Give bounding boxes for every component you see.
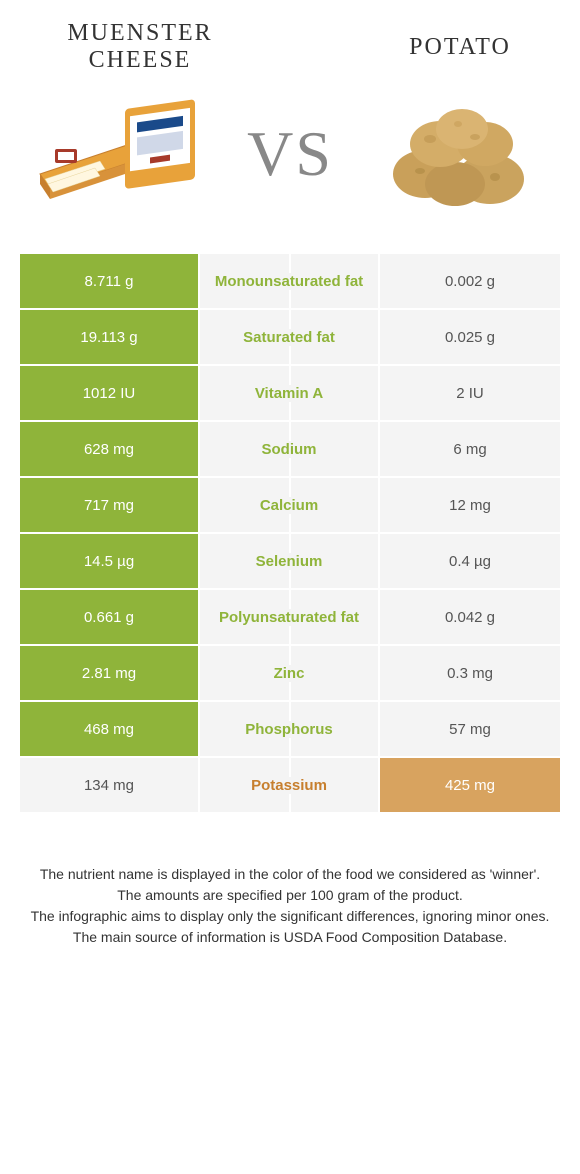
food-right-title: Potato (380, 34, 540, 61)
nutrient-label-text: Potassium (245, 777, 333, 794)
right-value: 57 mg (380, 702, 560, 756)
nutrient-label-text: Saturated fat (237, 329, 341, 346)
footer-line: The infographic aims to display only the… (30, 906, 550, 927)
table-row: 14.5 µg Selenium 0.4 µg (20, 534, 560, 590)
nutrient-label: Polyunsaturated fat (200, 590, 380, 644)
nutrient-label-text: Selenium (250, 553, 329, 570)
nutrient-label: Potassium (200, 758, 380, 812)
table-row: 8.711 g Monounsaturated fat 0.002 g (20, 254, 560, 310)
right-value: 12 mg (380, 478, 560, 532)
left-value: 134 mg (20, 758, 200, 812)
vs-label: VS (247, 117, 333, 191)
nutrient-label-text: Zinc (268, 665, 311, 682)
nutrient-label: Saturated fat (200, 310, 380, 364)
right-value: 6 mg (380, 422, 560, 476)
cheese-image (30, 89, 210, 219)
left-value: 1012 IU (20, 366, 200, 420)
footer-notes: The nutrient name is displayed in the co… (30, 864, 550, 948)
nutrient-label-text: Sodium (256, 441, 323, 458)
table-row: 2.81 mg Zinc 0.3 mg (20, 646, 560, 702)
nutrient-label: Phosphorus (200, 702, 380, 756)
nutrient-label-text: Phosphorus (239, 721, 339, 738)
nutrient-table: 8.711 gMonounsaturated fat0.002 g19.113 … (20, 254, 560, 814)
right-value: 2 IU (380, 366, 560, 420)
left-value: 628 mg (20, 422, 200, 476)
left-value: 2.81 mg (20, 646, 200, 700)
table-row: 628 mg Sodium 6 mg (20, 422, 560, 478)
header: Muenster cheese Potato (0, 0, 580, 84)
left-value: 14.5 µg (20, 534, 200, 588)
potato-image (370, 89, 550, 219)
images-row: VS (0, 84, 580, 244)
nutrient-label-text: Polyunsaturated fat (213, 609, 365, 626)
nutrient-label: Monounsaturated fat (200, 254, 380, 308)
right-value: 0.042 g (380, 590, 560, 644)
nutrient-label: Sodium (200, 422, 380, 476)
table-row: 0.661 g Polyunsaturated fat 0.042 g (20, 590, 560, 646)
potato-icon (370, 89, 550, 219)
food-left-title: Muenster cheese (40, 20, 240, 74)
left-value: 8.711 g (20, 254, 200, 308)
right-value: 0.002 g (380, 254, 560, 308)
footer-line: The amounts are specified per 100 gram o… (30, 885, 550, 906)
left-value: 19.113 g (20, 310, 200, 364)
right-value: 425 mg (380, 758, 560, 812)
left-value: 717 mg (20, 478, 200, 532)
footer-line: The main source of information is USDA F… (30, 927, 550, 948)
table-row: 134 mg Potassium 425 mg (20, 758, 560, 814)
footer-line: The nutrient name is displayed in the co… (30, 864, 550, 885)
nutrient-label-text: Monounsaturated fat (209, 273, 369, 290)
left-value: 0.661 g (20, 590, 200, 644)
nutrient-label-text: Calcium (254, 497, 324, 514)
nutrient-label: Calcium (200, 478, 380, 532)
nutrient-label: Vitamin A (200, 366, 380, 420)
cheese-icon (30, 89, 210, 219)
right-value: 0.025 g (380, 310, 560, 364)
nutrient-label-text: Vitamin A (249, 385, 329, 402)
table-row: 468 mg Phosphorus 57 mg (20, 702, 560, 758)
nutrient-label: Zinc (200, 646, 380, 700)
table-row: 1012 IU Vitamin A 2 IU (20, 366, 560, 422)
nutrient-label: Selenium (200, 534, 380, 588)
right-value: 0.3 mg (380, 646, 560, 700)
left-value: 468 mg (20, 702, 200, 756)
table-row: 19.113 g Saturated fat 0.025 g (20, 310, 560, 366)
right-value: 0.4 µg (380, 534, 560, 588)
table-row: 717 mg Calcium 12 mg (20, 478, 560, 534)
